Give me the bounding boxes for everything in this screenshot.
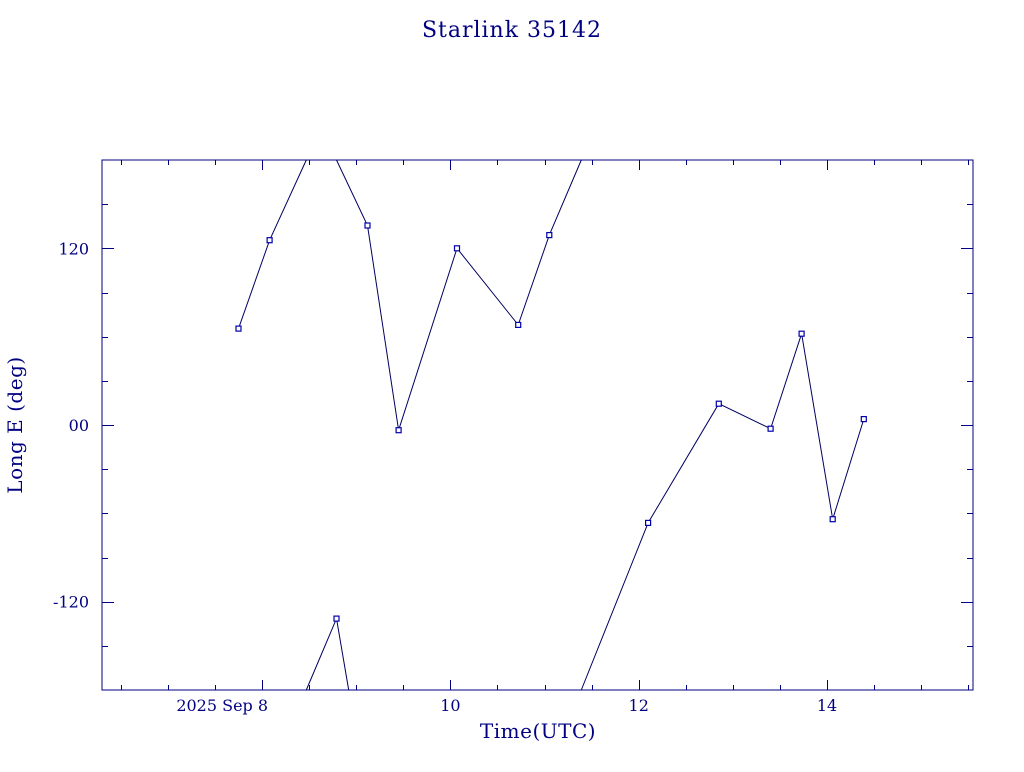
series-line-segment [238,159,307,329]
data-point-marker [266,237,273,244]
y-tick-label: 00 [69,416,89,435]
chart-title: Starlink 35142 [422,18,602,43]
data-point-marker [715,400,722,407]
x-tick-label: 12 [629,696,649,715]
y-axis-title: Long E (deg) [3,356,27,493]
y-axis-ticks [102,204,973,647]
y-axis-tick-labels: 120 00 -120 [53,239,89,611]
data-point-marker [364,222,371,229]
data-point-marker [395,427,402,434]
x-axis-title: Time(UTC) [480,719,596,743]
data-point-marker [546,232,553,239]
series-markers [235,222,867,622]
data-point-marker [235,325,242,332]
x-axis-ticks [121,160,969,690]
data-point-marker [860,416,867,423]
series-lines [238,159,865,691]
data-point-marker [453,245,461,252]
plot-frame [101,159,974,691]
series-line-segment [305,616,350,691]
data-point-marker [644,519,652,527]
series-line-segment [580,333,865,691]
data-point-marker [767,425,774,432]
x-tick-label: 10 [440,696,460,715]
y-tick-label: 120 [58,239,89,258]
x-tick-label: 2025 Sep 8 [176,696,268,715]
data-point-marker [829,516,836,523]
y-tick-label: -120 [53,593,89,612]
x-tick-label: 14 [817,696,837,715]
x-axis-tick-labels: 2025 Sep 8 10 12 14 [176,696,837,715]
data-point-marker [798,330,805,337]
data-point-marker [515,321,522,328]
series-line-segment [336,159,582,431]
data-point-marker [333,615,340,622]
